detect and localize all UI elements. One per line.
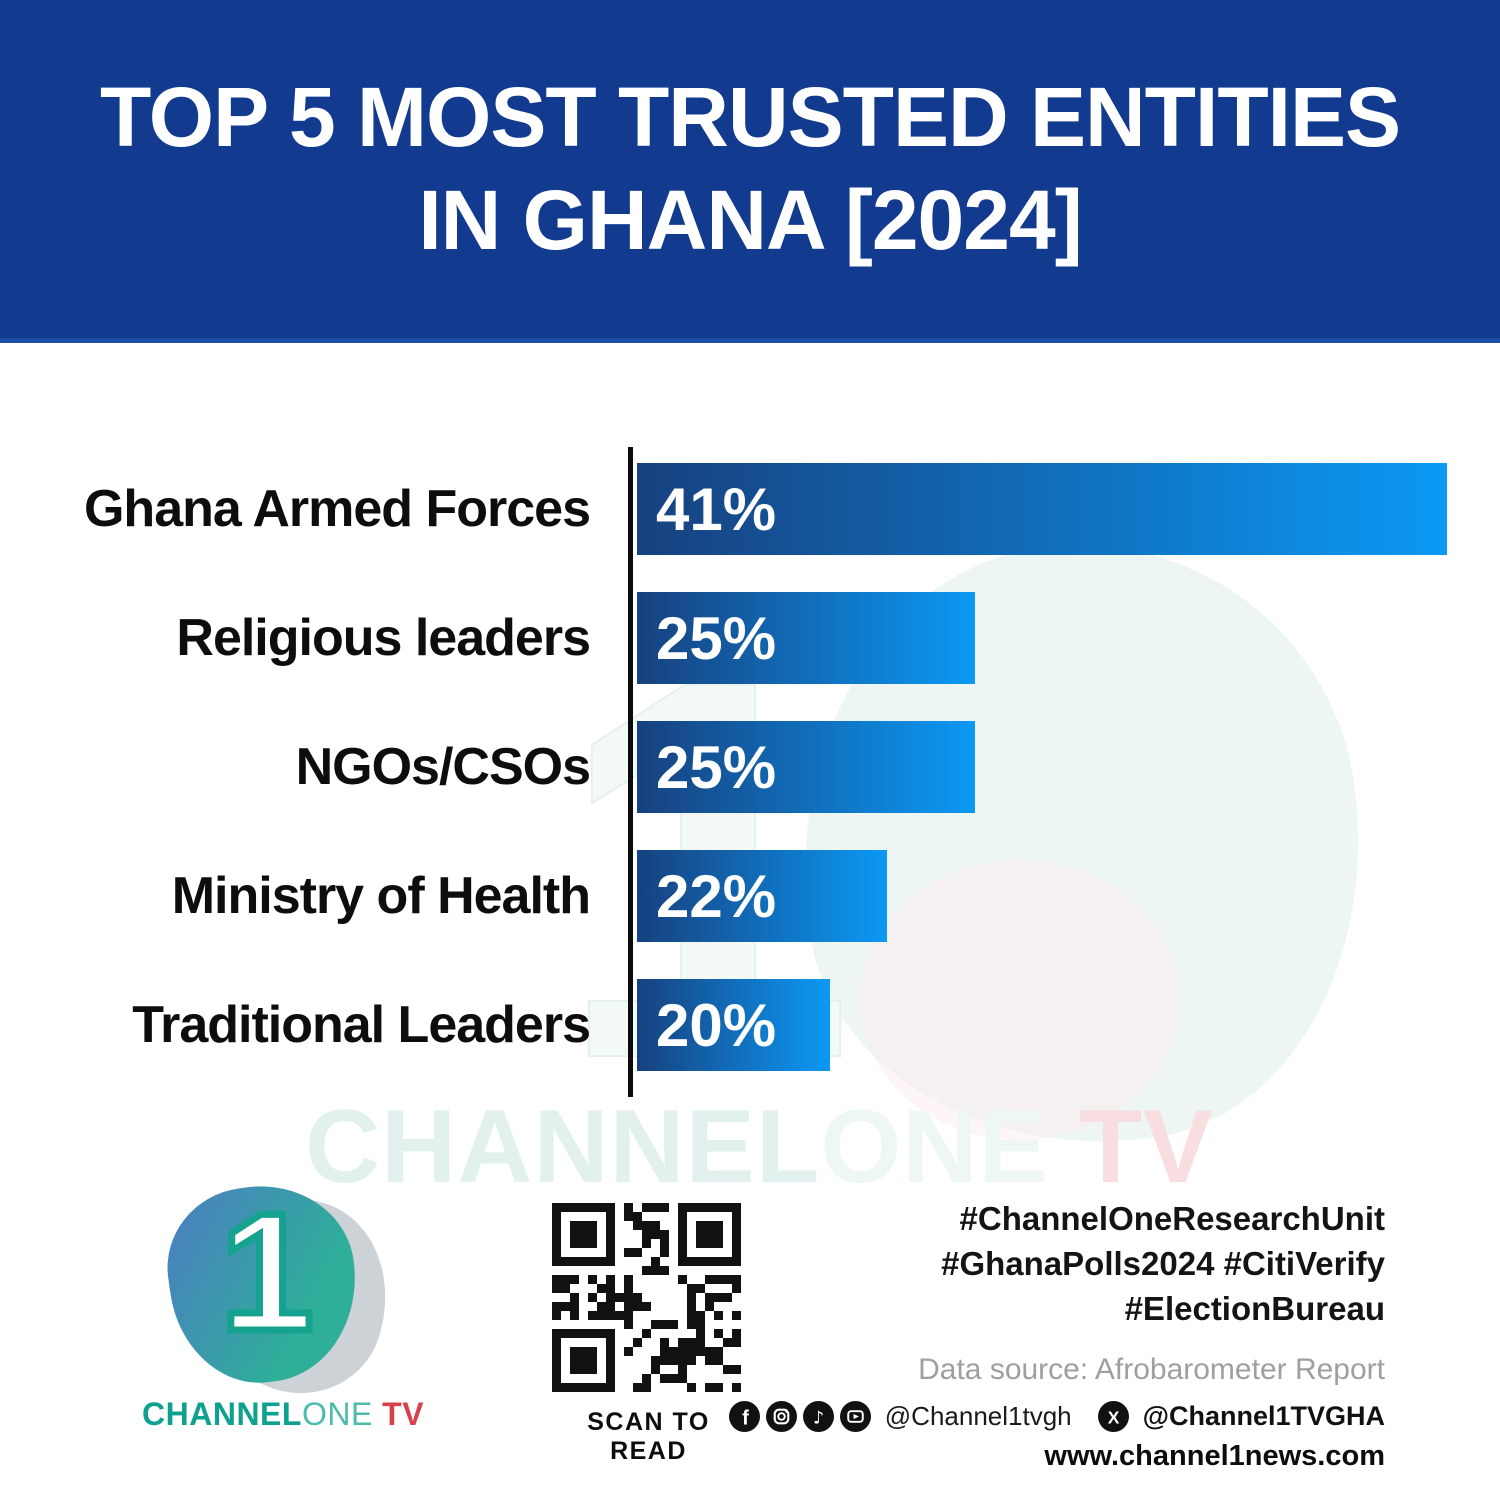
chart-row: Traditional Leaders 20% [0,979,1500,1071]
logo-wordmark: CHANNELONE TV [142,1396,424,1433]
watermark-tv: TV [1048,1089,1214,1205]
chart-row: NGOs/CSOs 25% [0,721,1500,813]
logo-word-one: ONE [301,1396,373,1432]
chart-row: Religious leaders 25% [0,592,1500,684]
footer-info: #ChannelOneResearchUnit #GhanaPolls2024 … [728,1196,1385,1473]
website-url[interactable]: www.channel1news.com [1044,1440,1385,1472]
category-label: Ghana Armed Forces [83,480,591,538]
bar: 20% [637,979,830,1071]
qr-caption: SCAN TO READ [587,1408,710,1465]
logo-word-tv: TV [372,1396,425,1432]
qr-finder-top-right [678,1203,741,1266]
bar-value-label: 20% [656,991,777,1059]
qr-code [552,1203,741,1392]
category-label: Traditional Leaders [132,996,591,1054]
page-title-line2: IN GHANA [2024] [418,173,1082,267]
data-source-note: Data source: Afrobarometer Report [918,1353,1385,1386]
instagram-icon[interactable] [765,1401,797,1432]
chart-row: Ministry of Health 22% [0,850,1500,942]
social-handle-x[interactable]: @Channel1TVGHA [1142,1401,1385,1431]
social-row: f ♪ @Channel1tvgh X @Channel1TVGHA [728,1401,1385,1432]
category-label: Religious leaders [176,609,591,667]
hashtag-line: #GhanaPolls2024 #CitiVerify [941,1245,1385,1282]
category-label: Ministry of Health [171,867,591,925]
page-title-line1: TOP 5 MOST TRUSTED ENTITIES [99,69,1401,164]
chart-axis-line [628,447,633,1097]
svg-text:f: f [742,1407,749,1429]
qr-finder-bottom-left [552,1329,615,1392]
channel-one-logo: 1 CHANNELONE TV [140,1173,440,1433]
bar: 41% [637,463,1447,555]
bar-chart-rows: Ghana Armed Forces 41% Religious leaders 25… [0,463,1500,1071]
svg-text:♪: ♪ [813,1408,824,1428]
bar: 25% [637,721,975,813]
channel-one-tv-watermark: CHANNELONE TV [305,1088,1214,1207]
watermark-one: ONE [820,1089,1049,1205]
category-label: NGOs/CSOs [295,738,591,796]
watermark-channel: CHANNEL [305,1089,821,1205]
qr-block: SCAN TO READ [552,1203,745,1466]
hashtag-line: #ChannelOneResearchUnit [959,1200,1385,1237]
svg-text:X: X [1107,1407,1119,1427]
bar-value-label: 25% [656,604,777,672]
hashtag-line: #ElectionBureau [1124,1290,1385,1327]
bar-value-label: 25% [656,733,777,801]
bar: 25% [637,592,975,684]
bar-value-label: 41% [656,475,777,543]
logo-word-channel: CHANNEL [142,1396,302,1432]
qr-modules [552,1203,741,1392]
bar: 22% [637,850,887,942]
qr-finder-top-left [552,1203,615,1266]
youtube-icon[interactable] [839,1401,871,1432]
title-banner: TOP 5 MOST TRUSTED ENTITIES IN GHANA [20… [0,0,1500,343]
bar-value-label: 22% [656,862,777,930]
tiktok-icon[interactable]: ♪ [802,1401,834,1432]
social-handle-main[interactable]: @Channel1tvgh [884,1401,1072,1431]
chart-row: Ghana Armed Forces 41% [0,463,1500,555]
logo-numeral-1: 1 [217,1175,317,1370]
facebook-icon[interactable]: f [728,1401,760,1432]
background-pink-blob-watermark [860,860,1180,1140]
x-twitter-icon[interactable]: X [1097,1401,1129,1432]
